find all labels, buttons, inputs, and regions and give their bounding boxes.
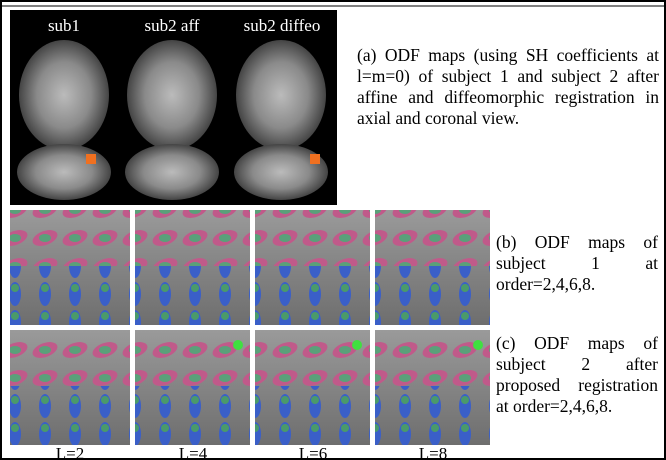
panel-label: sub1	[10, 16, 118, 36]
panel-label: sub2 aff	[118, 16, 226, 36]
figure: sub1 sub2 aff sub2 diffeo (a) ODF maps (…	[0, 0, 666, 460]
order-label: L=2	[10, 444, 130, 460]
order-label: L=6	[253, 444, 373, 460]
caption: (b) ODF maps of subject 1 at order=2,4,6…	[496, 232, 658, 295]
brain-slices	[17, 40, 328, 200]
caption: (a) ODF maps (using SH coefficients at l…	[357, 45, 659, 129]
panel-label: sub2 diffeo	[228, 16, 336, 36]
order-label: L=8	[373, 444, 493, 460]
odf-grid	[10, 210, 490, 445]
caption: (c) ODF maps of subject 2 after proposed…	[496, 333, 658, 417]
order-label: L=4	[133, 444, 253, 460]
